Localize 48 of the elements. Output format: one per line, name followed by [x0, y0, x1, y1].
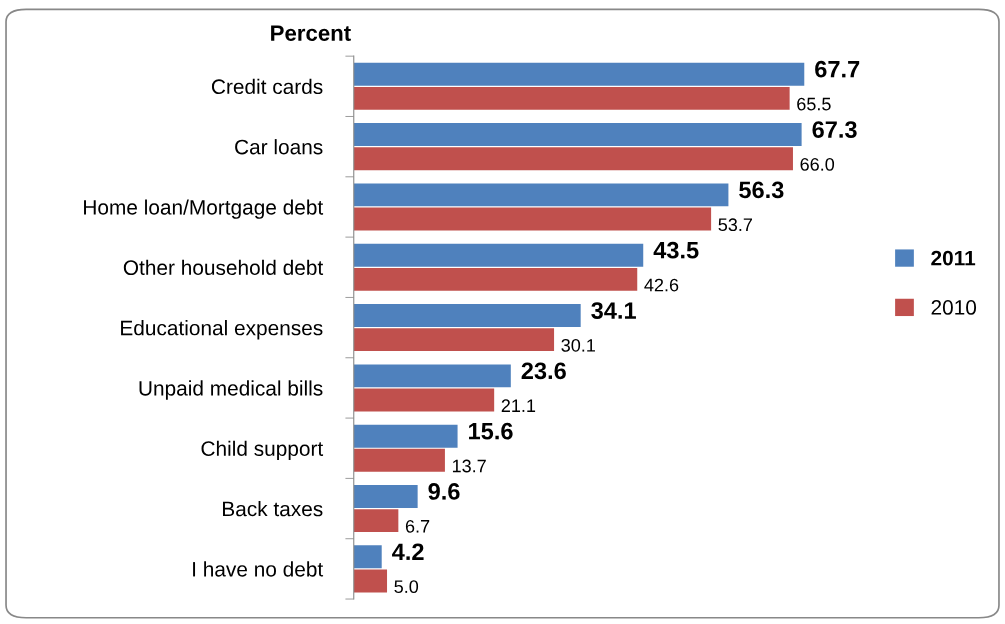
data-label: 23.6 — [521, 362, 566, 380]
data-label: 30.1 — [561, 338, 595, 352]
bar — [353, 86, 790, 110]
data-label: 4.2 — [392, 543, 424, 560]
y-tick-label: Unpaid medical bills — [139, 380, 323, 400]
data-label: 56.3 — [739, 181, 784, 199]
bar — [353, 147, 793, 171]
y-tick-label: Other household debt — [123, 259, 324, 276]
bar — [353, 388, 495, 412]
data-label: 67.7 — [815, 60, 860, 78]
y-tick-label: Credit cards — [211, 78, 323, 95]
legend-label: 2010 — [931, 300, 977, 315]
chart-title: Percent — [271, 25, 351, 41]
bar — [353, 304, 581, 327]
bar — [353, 485, 418, 508]
data-label: 21.1 — [501, 399, 536, 412]
legend-label: 2011 — [931, 250, 976, 266]
bar — [353, 267, 638, 291]
data-label: 13.7 — [452, 459, 486, 473]
data-label: 15.6 — [469, 422, 513, 440]
y-tick-label: Child support — [201, 440, 324, 461]
bar — [353, 207, 712, 231]
bar — [353, 328, 555, 352]
data-label: 66.0 — [800, 158, 835, 171]
bar — [353, 448, 445, 472]
data-label: 5.0 — [394, 580, 419, 594]
y-tick-label: Educational expenses — [121, 320, 323, 340]
bar — [353, 183, 729, 207]
y-tick-label: Car loans — [235, 139, 323, 155]
bar — [353, 62, 805, 86]
data-label: 34.1 — [591, 302, 636, 319]
bar — [353, 123, 802, 147]
bar — [353, 364, 511, 388]
y-tick-label: I have no debt — [193, 561, 324, 577]
data-label: 42.6 — [644, 278, 679, 292]
bar — [353, 424, 458, 448]
y-tick-label: Back taxes — [223, 501, 323, 517]
bar — [353, 243, 644, 267]
y-tick-label: Home loan/Mortgage debt — [84, 199, 324, 219]
data-label: 43.5 — [653, 241, 699, 259]
data-label: 9.6 — [428, 483, 460, 500]
data-label: 67.3 — [812, 121, 857, 138]
data-label: 65.5 — [797, 97, 831, 111]
bar — [353, 545, 382, 569]
bar — [353, 509, 399, 533]
bar — [353, 569, 388, 593]
data-label: 6.7 — [405, 519, 430, 533]
data-label: 53.7 — [718, 218, 752, 232]
